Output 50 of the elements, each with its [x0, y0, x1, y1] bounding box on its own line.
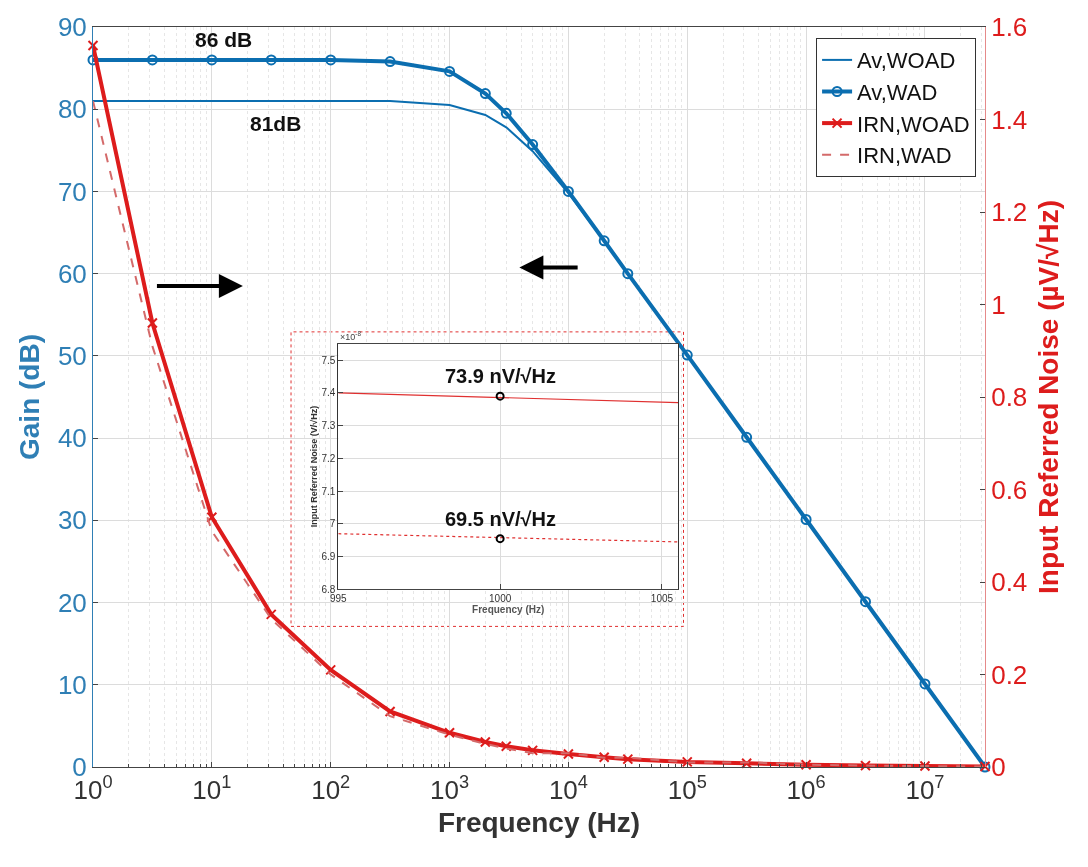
legend-label: Av,WAD [857, 80, 938, 106]
x-tick-label: 995 [329, 593, 348, 605]
y-tick-label: 70 [57, 176, 87, 207]
legend-label: Av,WOAD [857, 48, 956, 74]
y2-tick-label: 1.2 [991, 197, 1028, 228]
legend-label: IRN,WOAD [857, 111, 970, 137]
y2-tick-label: 1.4 [991, 104, 1028, 135]
x-tick-label: 10$^{3}$ [430, 772, 470, 806]
annotation: 73.9 nV/√Hz [445, 365, 557, 387]
x-tick-label: 10$^{1}$ [192, 772, 232, 806]
y-tick-label: 6.8 [321, 583, 336, 595]
y-tick-label: 7.5 [321, 354, 336, 366]
y-tick-label: 7.4 [321, 387, 336, 399]
y-tick-label: 90 [57, 12, 87, 43]
y2-tick-label: 0.4 [991, 567, 1028, 598]
y-axis-title: Input Referred Noise (V/√Hz) [308, 405, 319, 528]
x-tick-label: 10$^{5}$ [667, 772, 707, 806]
y2-tick-label: 1 [991, 289, 1006, 320]
x-tick-label: 10$^{7}$ [905, 772, 945, 806]
y-tick-label: 6.9 [321, 551, 336, 563]
y-tick-label: 7 [329, 518, 336, 530]
y2-tick-label: 1.6 [991, 12, 1028, 43]
y-tick-label: 7.3 [321, 420, 336, 432]
y2-tick-label: 0.6 [991, 474, 1028, 505]
x-tick-label: 10$^{6}$ [786, 772, 826, 806]
y-tick-label: 7.2 [321, 452, 336, 464]
x-axis-title: Frequency (Hz) [437, 807, 641, 839]
y-tick-label: 30 [57, 505, 87, 536]
y-tick-label: 20 [57, 587, 87, 618]
y-tick-label: 7.1 [321, 485, 336, 497]
y-tick-label: 50 [57, 340, 87, 371]
annotation: 69.5 nV/√Hz [445, 508, 557, 530]
x-axis-title: Frequency (Hz) [472, 604, 545, 616]
y2-axis-title: Input Referred Noise (µV/√Hz) [1033, 200, 1065, 594]
annotation: 81dB [250, 112, 302, 135]
legend-label: IRN,WAD [857, 143, 952, 169]
x-tick-label: 1005 [650, 593, 674, 605]
y2-tick-label: 0.2 [991, 659, 1028, 690]
x-tick-label: 10$^{4}$ [548, 772, 588, 806]
y2-tick-label: 0.8 [991, 382, 1028, 413]
y-tick-label: 80 [57, 94, 87, 125]
x-tick-label: 1000 [489, 593, 512, 605]
y-tick-label: 60 [57, 258, 87, 289]
y-tick-label: 40 [57, 423, 87, 454]
annotation: ×10$^{-8}$ [340, 330, 362, 342]
annotation: 86 dB [195, 28, 253, 51]
y-tick-label: 10 [57, 669, 87, 700]
y2-tick-label: 0 [991, 752, 1006, 783]
y-axis-title: Gain (dB) [13, 334, 45, 460]
x-tick-label: 10$^{2}$ [311, 772, 351, 806]
